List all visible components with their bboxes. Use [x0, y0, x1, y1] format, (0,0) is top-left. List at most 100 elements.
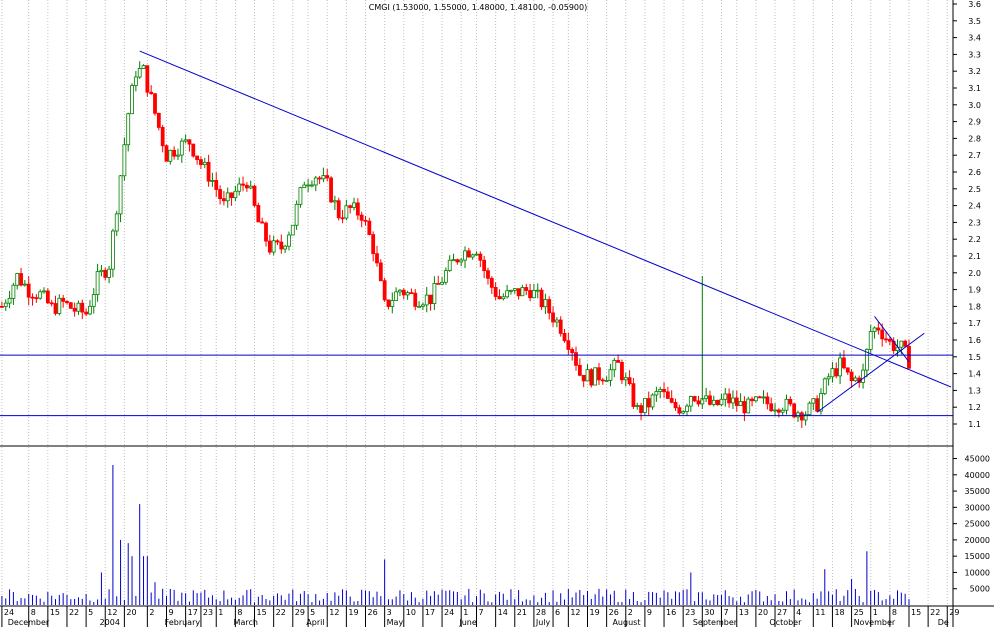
candle-body: [103, 269, 108, 278]
candle-body: [887, 338, 892, 342]
candle-body: [799, 412, 804, 421]
candle-body: [187, 139, 192, 145]
price-tick-label: 2.8: [968, 134, 981, 143]
candle-body: [593, 367, 598, 386]
candle-body: [597, 367, 601, 381]
price-tick-label: 1.9: [968, 286, 981, 295]
candle-body: [424, 294, 429, 306]
price-tick-label: 1.2: [968, 403, 981, 412]
candle-body: [780, 409, 785, 413]
candle-body: [822, 378, 827, 394]
candle-body: [688, 396, 693, 407]
price-tick-label: 3.6: [968, 0, 981, 9]
candle-body: [359, 214, 364, 221]
date-tick-label: 1: [463, 608, 468, 617]
candle-body: [332, 200, 337, 203]
candle-body: [654, 391, 659, 396]
candle-body: [7, 297, 12, 304]
date-tick-label: 12: [329, 608, 339, 617]
candle-body: [49, 302, 54, 305]
candle-body: [84, 311, 89, 315]
candle-body: [769, 403, 774, 412]
candle-body: [440, 281, 444, 285]
candle-body: [290, 224, 295, 236]
candle-body: [352, 202, 356, 208]
candle-body: [554, 319, 559, 323]
candle-body: [15, 273, 20, 286]
candle-body: [65, 300, 69, 304]
date-tick-label: 1: [218, 608, 223, 617]
price-tick-label: 3.1: [968, 84, 981, 93]
candle-body: [463, 250, 467, 261]
candle-body: [746, 398, 751, 414]
candle-body: [581, 374, 586, 382]
candle-body: [907, 345, 911, 369]
candle-body: [153, 93, 157, 114]
date-tick-label: 12: [107, 608, 117, 617]
month-label: 2004: [100, 618, 120, 627]
candle-body: [34, 297, 39, 300]
candle-body: [616, 360, 621, 363]
candle-body: [432, 282, 437, 304]
candle-body: [830, 368, 835, 378]
candle-body: [19, 273, 23, 286]
date-tick-label: 2: [149, 608, 154, 617]
candle-body: [631, 383, 636, 407]
candle-body: [398, 289, 402, 293]
candle-body: [524, 287, 529, 291]
candle-body: [570, 349, 575, 354]
candle-body: [493, 286, 498, 297]
candle-body: [474, 253, 479, 256]
candle-body: [574, 352, 578, 366]
date-tick-label: 4: [796, 608, 801, 617]
candle-body: [344, 205, 349, 219]
candle-body: [711, 399, 716, 405]
date-tick-label: 13: [739, 608, 749, 617]
candle-body: [792, 403, 797, 418]
candle-body: [600, 379, 605, 382]
candle-body: [455, 259, 460, 263]
candle-body: [214, 180, 219, 190]
candle-body: [91, 294, 96, 307]
date-tick-label: 23: [203, 608, 213, 617]
volume-tick-label: 45000: [965, 455, 990, 464]
candle-body: [776, 409, 781, 413]
candle-body: [329, 177, 333, 203]
candle-body: [156, 112, 161, 128]
candle-body: [681, 411, 686, 414]
candle-body: [872, 327, 877, 332]
candle-body: [271, 240, 276, 253]
candle-body: [849, 371, 854, 382]
date-tick-label: 9: [168, 608, 173, 617]
volume-tick-label: 35000: [965, 487, 990, 496]
candle-body: [99, 269, 104, 273]
candle-body: [248, 185, 253, 189]
date-tick-label: 19: [589, 608, 599, 617]
price-tick-label: 2.1: [968, 252, 981, 261]
candle-body: [734, 397, 739, 406]
candle-body: [842, 357, 846, 369]
candle-body: [577, 364, 582, 376]
candle-body: [386, 299, 391, 307]
month-label: November: [854, 618, 896, 627]
candle-body: [355, 202, 360, 216]
candle-body: [95, 271, 100, 295]
candle-body: [742, 401, 747, 414]
chart-title: CMGI (1.53000, 1.55000, 1.48000, 1.48100…: [369, 3, 587, 12]
date-tick-label: 24: [4, 608, 14, 617]
candle-body: [761, 396, 766, 399]
candle-body: [650, 394, 655, 408]
price-tick-label: 2.9: [968, 118, 981, 127]
candle-body: [715, 399, 720, 406]
candle-body: [535, 289, 540, 292]
month-label: September: [693, 618, 738, 627]
candle-body: [317, 177, 322, 180]
candle-body: [903, 340, 908, 347]
candle-body: [405, 292, 410, 296]
month-label: De: [938, 618, 949, 627]
candle-body: [137, 68, 142, 78]
price-tick-label: 1.4: [968, 370, 981, 379]
candle-body: [164, 145, 169, 162]
candle-body: [168, 149, 173, 162]
